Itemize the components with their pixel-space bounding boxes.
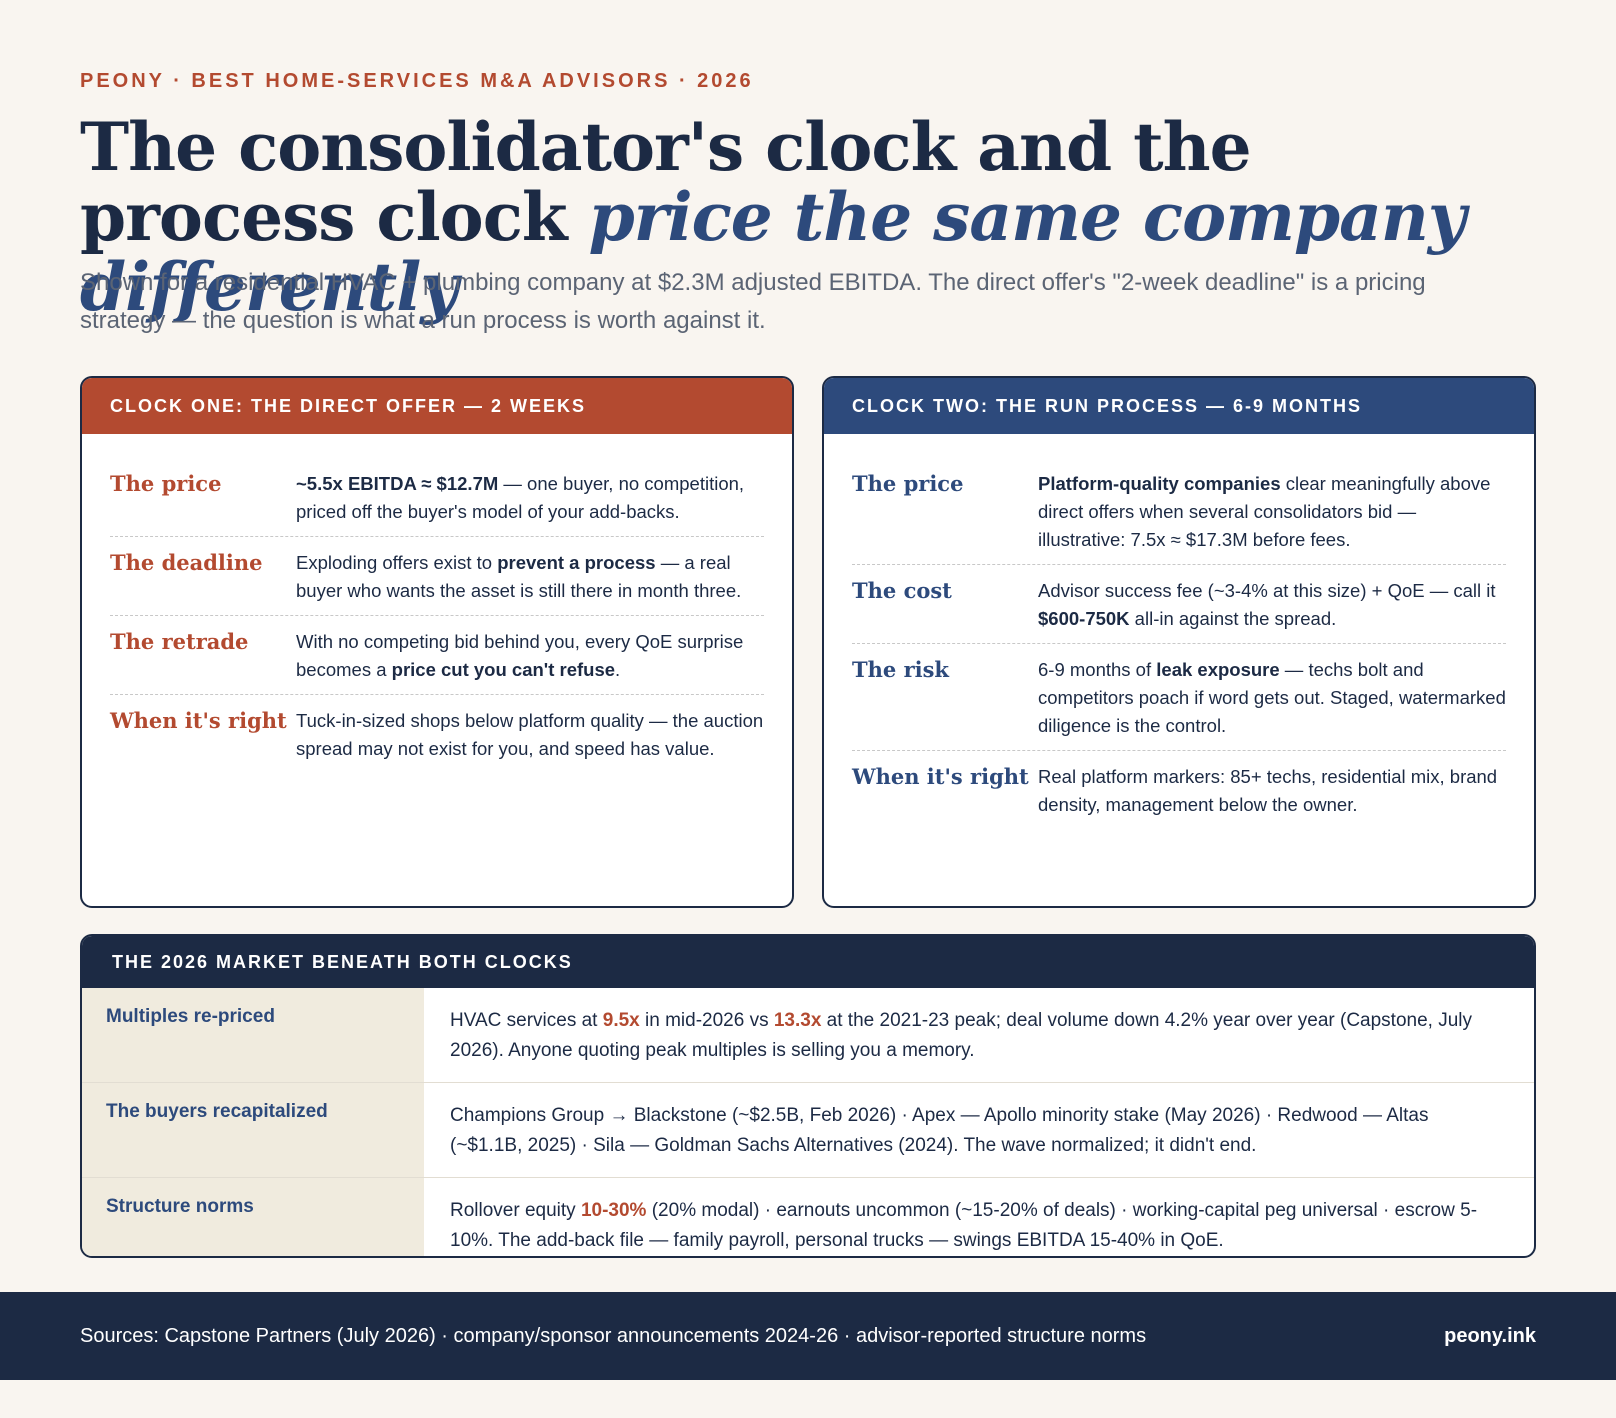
clock-two-rows: The price Platform-quality companies cle… <box>824 434 1534 829</box>
row-text-part: With no competing bid behind you, every … <box>296 631 744 680</box>
footer: Sources: Capstone Partners (July 2026) ·… <box>0 1292 1616 1380</box>
row-bold: prevent a process <box>497 552 656 573</box>
row-label: The risk <box>852 657 949 682</box>
clock-one-row-price: The price ~5.5x EBITDA ≈ $12.7M — one bu… <box>110 458 764 537</box>
clock-one-row-deadline: The deadline Exploding offers exist to p… <box>110 537 764 616</box>
clock-one-rows: The price ~5.5x EBITDA ≈ $12.7M — one bu… <box>82 434 792 773</box>
clock-one-row-when: When it's right Tuck-in-sized shops belo… <box>110 695 764 773</box>
market-row-text: Rollover equity 10-30% (20% modal) · ear… <box>424 1178 1534 1256</box>
row-label: When it's right <box>110 708 287 733</box>
clock-two-heading: CLOCK TWO: THE RUN PROCESS — 6-9 MONTHS <box>824 378 1534 434</box>
row-text-part: Tuck-in-sized shops below platform quali… <box>296 710 764 759</box>
row-text: 6-9 months of leak exposure — techs bolt… <box>1038 656 1506 740</box>
text-part: (20% modal) · earnouts uncommon (~15-20%… <box>450 1200 1478 1251</box>
clock-two-row-cost: The cost Advisor success fee (~3-4% at t… <box>852 565 1506 644</box>
row-text-part: — a real buyer who wants the asset is st… <box>296 552 742 601</box>
market-row-label: The buyers recapitalized <box>82 1083 424 1177</box>
row-label: When it's right <box>852 764 1029 789</box>
clock-one-heading: CLOCK ONE: THE DIRECT OFFER — 2 WEEKS <box>82 378 792 434</box>
text-part: Champions Group → Blackstone (~$2.5B, Fe… <box>450 1105 1429 1156</box>
market-row-text: HVAC services at 9.5x in mid-2026 vs 13.… <box>424 988 1534 1082</box>
row-text-part: . <box>615 659 621 680</box>
highlight-value: 10-30% <box>580 1200 647 1221</box>
highlight-value: 13.3x <box>773 1010 822 1031</box>
market-row-multiples: Multiples re-priced HVAC services at 9.5… <box>82 988 1534 1083</box>
row-text: With no competing bid behind you, every … <box>296 628 764 684</box>
row-text: Tuck-in-sized shops below platform quali… <box>296 707 764 763</box>
row-label: The deadline <box>110 550 263 575</box>
row-bold: ~5.5x EBITDA ≈ $12.7M <box>296 473 499 494</box>
market-row-structure: Structure norms Rollover equity 10-30% (… <box>82 1178 1534 1256</box>
row-text-part: clear meaningfully above direct offers w… <box>1038 473 1491 550</box>
clock-two-row-risk: The risk 6-9 months of leak exposure — t… <box>852 644 1506 751</box>
row-text: Platform-quality companies clear meaning… <box>1038 470 1506 554</box>
market-table: THE 2026 MARKET BENEATH BOTH CLOCKS Mult… <box>80 934 1536 1258</box>
page-title: The consolidator's clock and the process… <box>80 112 1540 322</box>
row-label: The price <box>110 471 222 496</box>
kicker: PEONY · BEST HOME-SERVICES M&A ADVISORS … <box>80 70 754 92</box>
title-accent: price the same company differently <box>80 178 1466 326</box>
text-part: HVAC services at <box>450 1010 603 1031</box>
row-bold: Platform-quality companies <box>1038 473 1281 494</box>
row-text: ~5.5x EBITDA ≈ $12.7M — one buyer, no co… <box>296 470 764 526</box>
clock-one-card: CLOCK ONE: THE DIRECT OFFER — 2 WEEKS Th… <box>80 376 794 908</box>
clock-one-row-retrade: The retrade With no competing bid behind… <box>110 616 764 695</box>
row-label: The cost <box>852 578 952 603</box>
clock-two-row-price: The price Platform-quality companies cle… <box>852 458 1506 565</box>
text-part: in mid-2026 vs <box>639 1010 774 1031</box>
text-part: Rollover equity <box>450 1200 581 1221</box>
market-row-buyers: The buyers recapitalized Champions Group… <box>82 1083 1534 1178</box>
title-plain: The consolidator's clock and the process… <box>80 108 1252 256</box>
clock-two-row-when: When it's right Real platform markers: 8… <box>852 751 1506 829</box>
footer-sources: Sources: Capstone Partners (July 2026) ·… <box>80 1324 1147 1347</box>
row-text: Exploding offers exist to prevent a proc… <box>296 549 764 605</box>
market-row-label: Structure norms <box>82 1178 424 1256</box>
row-text-part: — techs bolt and competitors poach if wo… <box>1038 659 1506 736</box>
footer-brand-link[interactable]: peony.ink <box>1444 1324 1536 1347</box>
row-text-part: Real platform markers: 85+ techs, reside… <box>1038 766 1498 815</box>
row-bold: $600-750K <box>1038 608 1130 629</box>
highlight-value: 9.5x <box>602 1010 640 1031</box>
market-row-label: Multiples re-priced <box>82 988 424 1082</box>
row-bold: leak exposure <box>1156 659 1280 680</box>
row-text-part: Advisor success fee (~3-4% at this size)… <box>1038 580 1496 601</box>
row-label: The retrade <box>110 629 249 654</box>
row-text-part: all-in against the spread. <box>1129 608 1337 629</box>
row-text-part: Exploding offers exist to <box>296 552 498 573</box>
row-text-part: — one buyer, no competition, priced off … <box>296 473 745 522</box>
row-label: The price <box>852 471 964 496</box>
subtitle: Shown for a residential HVAC + plumbing … <box>80 269 1426 334</box>
row-text: Advisor success fee (~3-4% at this size)… <box>1038 577 1506 633</box>
clock-two-card: CLOCK TWO: THE RUN PROCESS — 6-9 MONTHS … <box>822 376 1536 908</box>
row-text: Real platform markers: 85+ techs, reside… <box>1038 763 1506 819</box>
market-heading: THE 2026 MARKET BENEATH BOTH CLOCKS <box>82 936 1534 988</box>
market-row-text: Champions Group → Blackstone (~$2.5B, Fe… <box>424 1083 1534 1177</box>
row-text-part: 6-9 months of <box>1038 659 1157 680</box>
text-part: at the 2021-23 peak; deal volume down 4.… <box>450 1010 1473 1061</box>
row-bold: price cut you can't refuse <box>391 659 616 680</box>
